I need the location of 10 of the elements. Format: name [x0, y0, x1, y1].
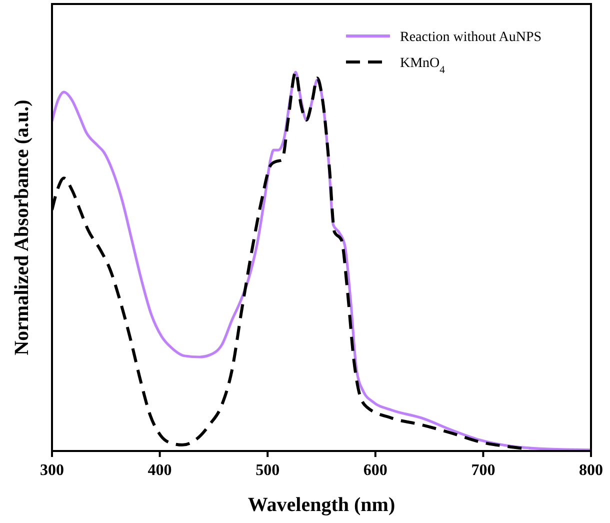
x-tick-label: 600 [363, 462, 388, 479]
legend-label: KMnO$_{4}$ [400, 56, 446, 76]
x-axis-title: Wavelength (nm) [248, 494, 396, 516]
legend-label: Reaction without AuNPS [400, 30, 542, 45]
y-axis-title: Normalized Absorbance (a.u.) [11, 100, 33, 356]
x-tick-label: 700 [471, 462, 496, 479]
x-tick-label: 800 [579, 462, 603, 479]
x-tick-label: 400 [148, 462, 172, 479]
x-tick-label: 500 [256, 462, 280, 479]
x-tick-label: 300 [40, 462, 64, 479]
